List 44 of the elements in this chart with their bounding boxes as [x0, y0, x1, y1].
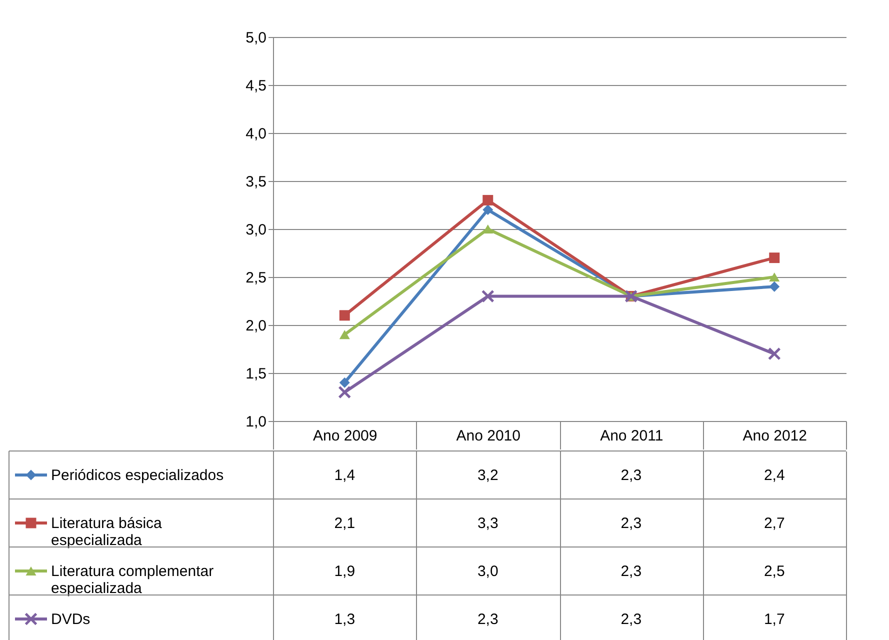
x-tick-label: Ano 2010: [456, 428, 520, 444]
y-tick-label: 3,5: [246, 174, 266, 190]
point: [339, 310, 350, 321]
data-label: 2,5: [764, 563, 785, 580]
x-tick-label: Ano 2009: [313, 428, 378, 444]
y-tick-label: 5,0: [246, 30, 266, 46]
x-tick-label: Ano 2011: [600, 428, 664, 444]
data-label: 2,7: [764, 515, 785, 532]
data-label: 2,3: [620, 563, 642, 580]
point: [481, 290, 494, 303]
data-label: 3,0: [477, 563, 498, 580]
data-label: 1,4: [334, 467, 356, 484]
point: [338, 386, 352, 399]
legend-label: Periódicos especializados: [51, 467, 224, 484]
legend-label: Literatura complementar especializada: [51, 563, 214, 597]
data-label: 3,2: [477, 467, 498, 484]
y-tick-label: 4,0: [246, 126, 266, 142]
point: [769, 252, 780, 264]
y-tick-label: 2,5: [246, 270, 266, 286]
point: [482, 194, 494, 206]
y-tick-label: 1,0: [246, 414, 266, 430]
point: [769, 272, 780, 282]
data-label: 2,1: [334, 515, 356, 532]
data-label: 2,3: [477, 611, 498, 628]
data-label: 1,3: [334, 611, 356, 628]
y-tick-label: 2,0: [246, 318, 266, 334]
data-label: 1,9: [334, 563, 356, 580]
y-tick-label: 4,5: [246, 78, 266, 94]
point: [769, 281, 780, 292]
data-label: 2,3: [620, 467, 642, 484]
y-tick-label: 3,0: [246, 222, 266, 238]
y-tick-label: 1,5: [246, 366, 266, 382]
point: [768, 347, 781, 360]
data-label: 2,3: [620, 515, 642, 532]
legend-label: DVDs: [51, 611, 90, 628]
data-label: 2,4: [764, 467, 785, 484]
point: [482, 204, 494, 216]
point: [339, 330, 350, 340]
data-label: 2,3: [620, 611, 642, 628]
data-label: 3,3: [477, 515, 498, 532]
data-label: 1,7: [764, 611, 785, 628]
x-tick-label: Ano 2012: [742, 428, 807, 444]
point: [339, 377, 350, 388]
legend-label: Literatura básica especializada: [51, 515, 163, 549]
